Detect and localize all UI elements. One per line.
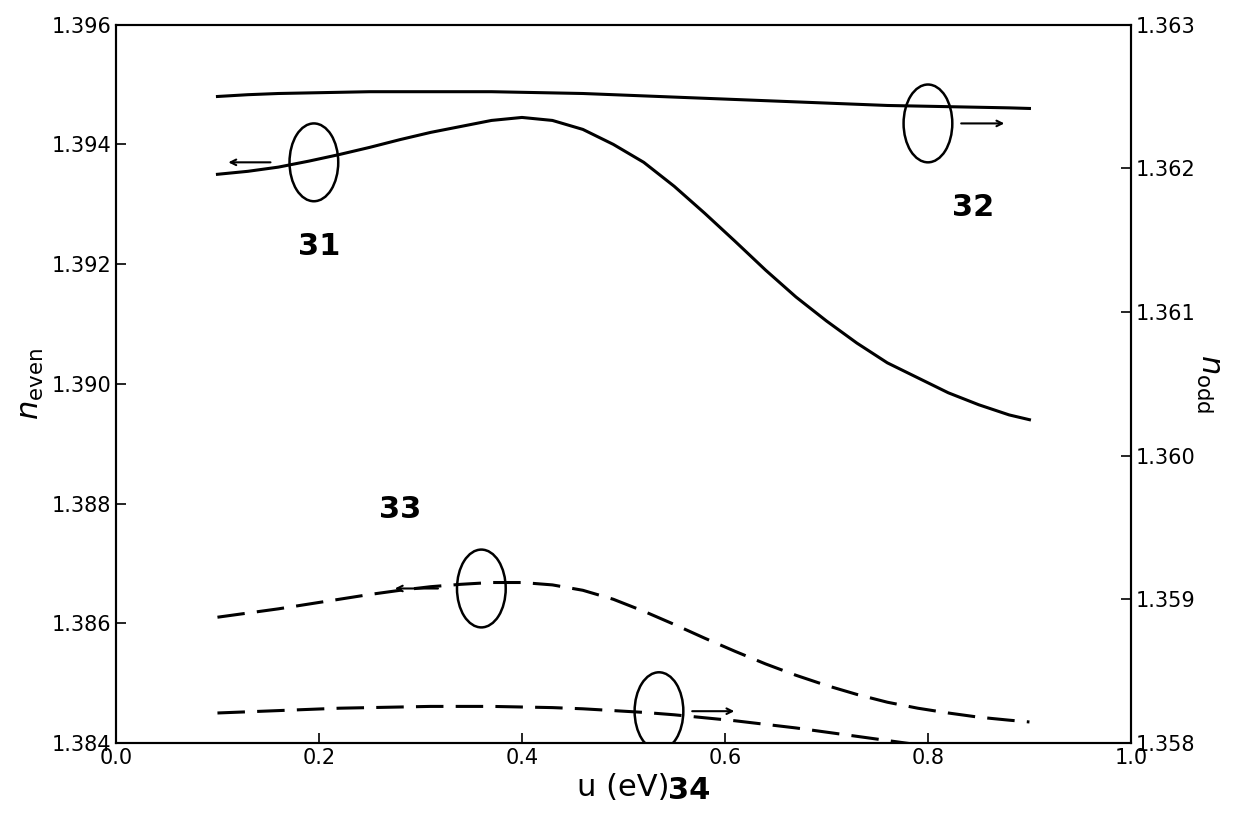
Y-axis label: $n_\mathrm{even}$: $n_\mathrm{even}$ xyxy=(16,348,46,420)
Y-axis label: $n_\mathrm{odd}$: $n_\mathrm{odd}$ xyxy=(1194,354,1224,414)
Text: 31: 31 xyxy=(298,232,340,260)
X-axis label: u (eV): u (eV) xyxy=(577,773,670,803)
Text: 34: 34 xyxy=(668,776,711,805)
Text: 32: 32 xyxy=(952,192,994,222)
Text: 33: 33 xyxy=(379,495,422,524)
